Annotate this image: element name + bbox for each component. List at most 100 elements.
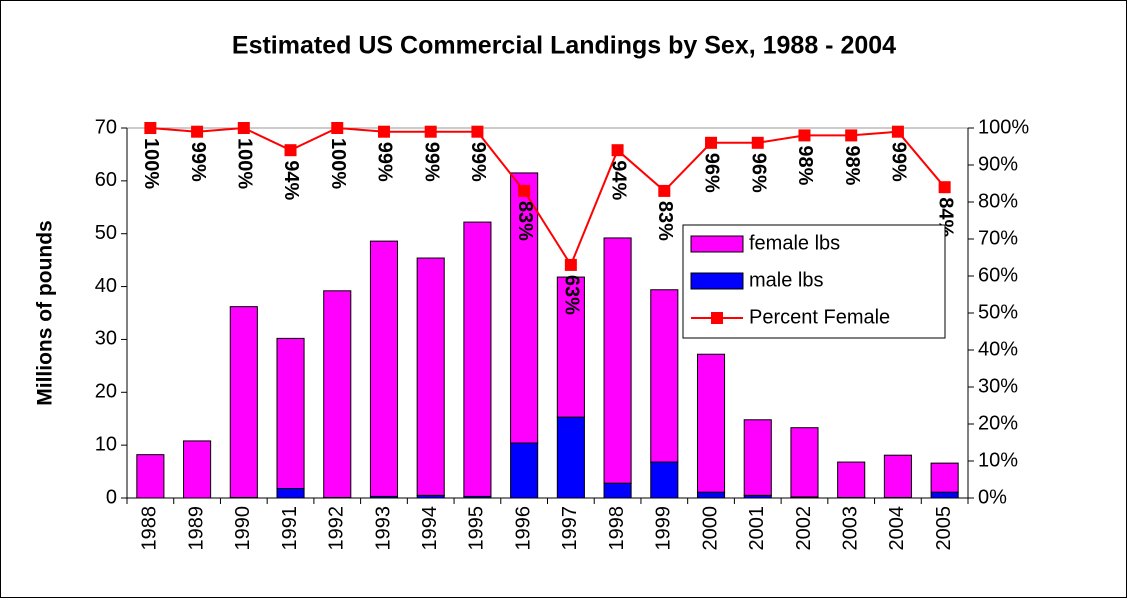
- y2-tick-label: 70%: [978, 227, 1018, 249]
- y2-tick-label: 50%: [978, 301, 1018, 323]
- bar: [743, 419, 772, 496]
- x-tick-label: 1992: [326, 506, 348, 551]
- bar: [603, 237, 632, 484]
- marker: [518, 184, 531, 197]
- x-tick-label: 1997: [559, 506, 581, 551]
- data-label: 98%: [794, 145, 816, 185]
- data-label: 83%: [654, 201, 676, 241]
- marker: [144, 122, 157, 134]
- marker: [424, 125, 437, 138]
- y-tick-label: 30: [95, 328, 117, 350]
- y-axis-label: Millions of pounds: [34, 220, 57, 405]
- x-tick-label: 1990: [232, 506, 254, 551]
- data-label: 94%: [607, 160, 629, 200]
- y2-tick-label: 100%: [978, 116, 1029, 138]
- x-tick-label: 1994: [419, 506, 441, 551]
- marker: [938, 181, 951, 194]
- x-tick-label: 1999: [653, 506, 675, 551]
- marker: [891, 125, 904, 138]
- x-tick-label: 2003: [839, 506, 861, 551]
- data-label: 96%: [747, 153, 769, 193]
- data-label: 83%: [514, 201, 536, 241]
- y-tick-label: 40: [95, 275, 117, 297]
- legend-swatch: [690, 235, 744, 253]
- bar: [790, 427, 819, 498]
- marker: [845, 129, 858, 142]
- line: [150, 126, 946, 268]
- y2-tick-label: 60%: [978, 264, 1018, 286]
- bar: [883, 454, 912, 498]
- bar: [323, 290, 352, 498]
- y2-tick-label: 30%: [978, 375, 1018, 397]
- y2-tick-label: 40%: [978, 338, 1018, 360]
- bar: [930, 462, 959, 493]
- x-tick-label: 2005: [933, 506, 955, 551]
- data-label: 63%: [561, 275, 583, 315]
- bar: [183, 440, 212, 499]
- legend-label: Percent Female: [749, 306, 890, 328]
- bar: [416, 257, 445, 496]
- bar: [603, 482, 632, 499]
- legend-label: female lbs: [749, 232, 840, 254]
- bar: [276, 487, 305, 499]
- bar: [510, 442, 539, 499]
- x-tick-label: 2001: [746, 506, 768, 551]
- bar: [229, 306, 258, 498]
- bar: [650, 461, 679, 499]
- bar: [136, 454, 165, 499]
- marker: [611, 144, 624, 157]
- marker: [471, 125, 484, 138]
- data-label: 96%: [701, 153, 723, 193]
- y2-tick-label: 0%: [978, 486, 1007, 508]
- chart-title: Estimated US Commercial Landings by Sex,…: [232, 32, 896, 60]
- data-label: 99%: [187, 142, 209, 182]
- data-label: 100%: [140, 138, 162, 189]
- data-label: 99%: [420, 142, 442, 182]
- bar: [276, 337, 305, 489]
- marker: [798, 129, 811, 142]
- x-tick-label: 2002: [793, 506, 815, 551]
- bar: [696, 353, 726, 493]
- x-tick-label: 1995: [466, 506, 488, 551]
- data-label: 94%: [280, 160, 302, 200]
- y-tick-label: 10: [95, 433, 117, 455]
- marker: [658, 184, 671, 197]
- marker: [191, 125, 204, 138]
- bar: [837, 461, 866, 498]
- y-tick-label: 20: [95, 381, 117, 403]
- bar: [556, 276, 585, 418]
- data-label: 100%: [234, 138, 256, 189]
- y2-tick-label: 10%: [978, 449, 1018, 471]
- legend-swatch: [690, 272, 744, 290]
- y-tick-label: 50: [95, 222, 117, 244]
- x-tick-label: 2004: [886, 506, 908, 551]
- bar: [369, 240, 399, 497]
- bar: [510, 172, 539, 444]
- marker: [377, 125, 390, 138]
- x-tick-label: 1989: [185, 506, 207, 551]
- data-label: 100%: [327, 138, 349, 189]
- bar: [930, 491, 959, 499]
- x-tick-label: 1988: [139, 506, 161, 551]
- legend-label: male lbs: [749, 269, 823, 291]
- bar: [650, 289, 679, 463]
- marker: [331, 122, 344, 134]
- marker: [237, 122, 250, 134]
- y2-tick-label: 20%: [978, 412, 1018, 434]
- y2-tick-label: 80%: [978, 190, 1018, 212]
- legend-marker: [711, 312, 723, 324]
- bar: [696, 491, 726, 499]
- marker: [284, 144, 297, 157]
- bar: [556, 416, 585, 499]
- data-label: 99%: [374, 142, 396, 182]
- x-tick-label: 1991: [279, 506, 301, 551]
- data-label: 99%: [467, 142, 489, 182]
- marker: [564, 258, 577, 271]
- x-tick-label: 1998: [606, 506, 628, 551]
- marker: [751, 136, 764, 149]
- y-tick-label: 70: [95, 116, 117, 138]
- y-tick-label: 0: [106, 486, 117, 508]
- y-tick-label: 60: [95, 169, 117, 191]
- marker: [705, 136, 718, 149]
